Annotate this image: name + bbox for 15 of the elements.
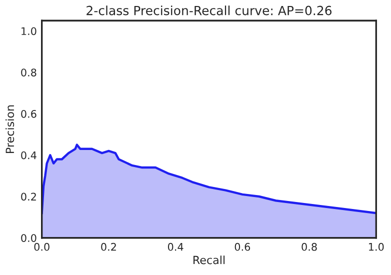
y-tick-label: 0.4 (21, 151, 36, 160)
y-tick-label: 0.2 (21, 192, 36, 201)
y-tick-label: 1.0 (22, 27, 36, 36)
y-tick-label: 0.0 (21, 234, 36, 242)
x-tick-label: 0.4 (168, 242, 184, 251)
y-tick-label: 0.6 (21, 110, 36, 118)
x-axis-title: Recall (194, 256, 225, 264)
chart-title: 2-class Precision-Recall curve: AP=0.26 (86, 6, 332, 16)
y-axis-title: Precision (5, 105, 14, 153)
x-tick-label: 0.0 (34, 242, 50, 251)
x-tick-label: 0.6 (234, 242, 250, 251)
x-tick-label: 0.2 (101, 242, 116, 251)
x-tick-label: 0.8 (302, 242, 317, 251)
x-tick-label: 1.0 (369, 242, 384, 251)
y-tick-label: 0.8 (21, 68, 36, 76)
